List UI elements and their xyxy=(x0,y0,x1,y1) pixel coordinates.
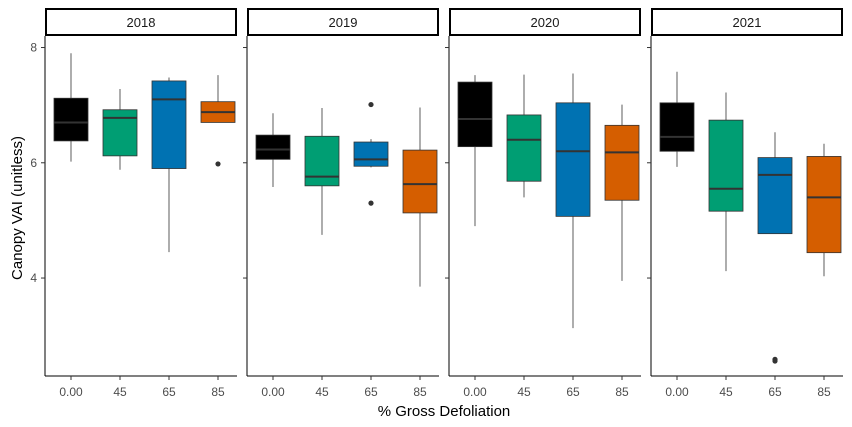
facet-strip-label: 2018 xyxy=(127,15,156,30)
facet-strip-label: 2019 xyxy=(329,15,358,30)
box-body xyxy=(604,124,640,201)
x-tick-label: 0.00 xyxy=(463,385,487,399)
box-body xyxy=(102,109,138,157)
x-tick-label: 65 xyxy=(364,385,378,399)
x-tick-label: 85 xyxy=(817,385,831,399)
box-body xyxy=(555,102,591,217)
box-2021-0.00 xyxy=(659,71,695,167)
y-axis-title: Canopy VAI (unitless) xyxy=(9,136,26,280)
box-body xyxy=(806,156,842,254)
x-tick-label: 85 xyxy=(413,385,427,399)
x-tick-label: 45 xyxy=(113,385,127,399)
facet-strip xyxy=(45,8,237,36)
box-body xyxy=(659,102,695,152)
box-body xyxy=(255,134,291,160)
box-body xyxy=(757,157,793,235)
box-2018-85 xyxy=(200,75,236,167)
box-body xyxy=(353,141,389,167)
facet-strip-label: 2021 xyxy=(733,15,762,30)
outlier-point xyxy=(772,358,778,364)
box-2020-0.00 xyxy=(457,75,493,227)
box-2020-45 xyxy=(506,74,542,198)
box-2019-65 xyxy=(353,101,389,206)
box-2019-0.00 xyxy=(255,113,291,187)
x-tick-label: 45 xyxy=(517,385,531,399)
outlier-point xyxy=(368,101,374,108)
box-2020-65 xyxy=(555,73,591,329)
x-tick-label: 65 xyxy=(768,385,782,399)
box-2018-0.00 xyxy=(53,53,89,162)
x-axis-title: % Gross Defoliation xyxy=(378,403,511,420)
box-body xyxy=(457,81,493,148)
x-tick-label: 85 xyxy=(615,385,629,399)
x-tick-label: 65 xyxy=(162,385,176,399)
box-body xyxy=(304,135,340,187)
x-tick-label: 0.00 xyxy=(665,385,689,399)
box-2021-85 xyxy=(806,143,842,277)
box-2021-45 xyxy=(708,92,744,272)
y-tick-label: 6 xyxy=(30,156,37,170)
box-2019-45 xyxy=(304,108,340,235)
facet-strip xyxy=(651,8,843,36)
box-2021-65 xyxy=(757,132,793,364)
box-body xyxy=(402,149,438,214)
facet-strip-label: 2020 xyxy=(531,15,560,30)
x-tick-label: 0.00 xyxy=(261,385,285,399)
box-2018-65 xyxy=(151,77,187,253)
box-2019-85 xyxy=(402,107,438,287)
facet-strip xyxy=(449,8,641,36)
facet-panel-2019: 2019 0.00 45 65 85 xyxy=(243,8,439,399)
facet-panel-2020: 2020 0.00 45 65 85 xyxy=(445,8,641,399)
box-body xyxy=(53,97,89,142)
x-tick-label: 45 xyxy=(315,385,329,399)
box-body xyxy=(151,80,187,169)
x-tick-label: 85 xyxy=(211,385,225,399)
box-body xyxy=(506,114,542,182)
box-body xyxy=(708,119,744,212)
facet-panel-2018: 2018 4 6 8 0.00 45 65 85 xyxy=(30,8,237,399)
outlier-point xyxy=(368,200,374,206)
x-tick-label: 0.00 xyxy=(59,385,83,399)
box-2020-85 xyxy=(604,104,640,281)
facet-panel-2021: 2021 0.00 45 65 85 xyxy=(647,8,843,399)
outlier-point xyxy=(215,161,221,167)
y-tick-label: 8 xyxy=(30,41,37,55)
y-tick-label: 4 xyxy=(30,271,37,285)
x-tick-label: 65 xyxy=(566,385,580,399)
facet-strip xyxy=(247,8,439,36)
x-tick-label: 45 xyxy=(719,385,733,399)
box-2018-45 xyxy=(102,89,138,170)
